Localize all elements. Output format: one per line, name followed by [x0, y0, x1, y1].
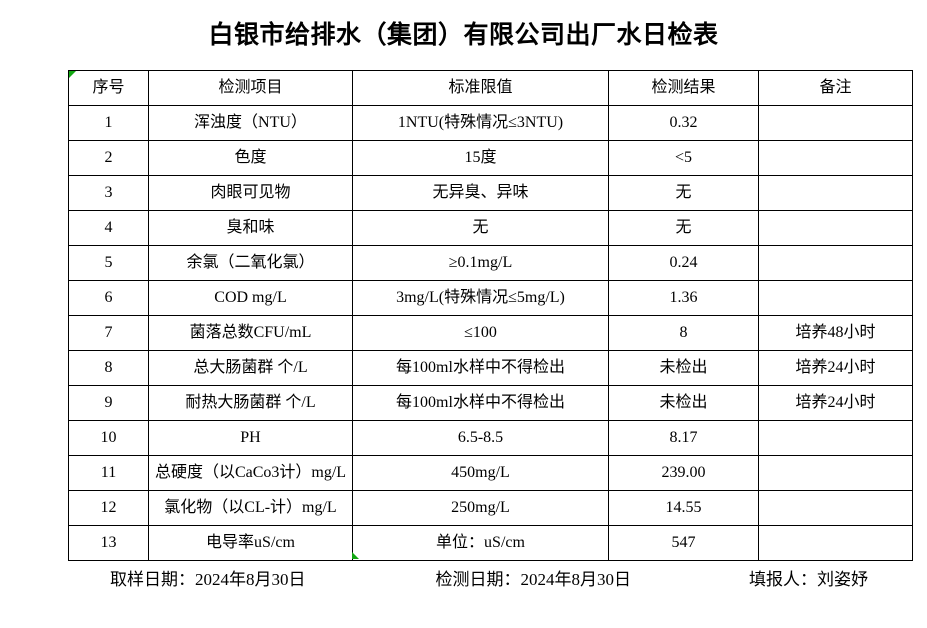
cell-result: 0.32: [608, 105, 759, 141]
cell-standard: 250mg/L: [352, 490, 609, 526]
cell-standard: 3mg/L(特殊情况≤5mg/L): [352, 280, 609, 316]
cell-item: 余氯（二氧化氯）: [148, 245, 353, 281]
cell-result: 14.55: [608, 490, 759, 526]
cell-remark: [758, 140, 913, 176]
cell-item: 浑浊度（NTU）: [148, 105, 353, 141]
cell-item: 总大肠菌群 个/L: [148, 350, 353, 386]
cell-item: 肉眼可见物: [148, 175, 353, 211]
daily-inspection-table-wrap: 序号 检测项目 标准限值 检测结果 备注 1 浑浊度（NTU） 1NTU(特殊情况≤…: [68, 70, 913, 561]
cell-no: 4: [68, 210, 149, 246]
table-row: 11 总硬度（以CaCo3计）mg/L 450mg/L 239.00: [68, 455, 913, 491]
cell-item: 氯化物（以CL-计）mg/L: [148, 490, 353, 526]
cell-no: 3: [68, 175, 149, 211]
cell-no: 1: [68, 105, 149, 141]
cell-result: 未检出: [608, 385, 759, 421]
column-header-no: 序号: [68, 70, 149, 106]
table-row: 9 耐热大肠菌群 个/L 每100ml水样中不得检出 未检出 培养24小时: [68, 385, 913, 421]
table-row: 5 余氯（二氧化氯） ≥0.1mg/L 0.24: [68, 245, 913, 281]
report-footer: 取样日期：2024年8月30日 检测日期：2024年8月30日 填报人：刘姿妤: [68, 562, 918, 592]
cell-remark: [758, 280, 913, 316]
cell-result: 未检出: [608, 350, 759, 386]
cell-standard: 1NTU(特殊情况≤3NTU): [352, 105, 609, 141]
table-row: 12 氯化物（以CL-计）mg/L 250mg/L 14.55: [68, 490, 913, 526]
table-row: 6 COD mg/L 3mg/L(特殊情况≤5mg/L) 1.36: [68, 280, 913, 316]
cell-remark: 培养48小时: [758, 315, 913, 351]
cell-result: 547: [608, 525, 759, 561]
footer-test-date: 检测日期：2024年8月30日: [435, 569, 632, 589]
cell-item: 色度: [148, 140, 353, 176]
column-header-item: 检测项目: [148, 70, 353, 106]
cell-no: 7: [68, 315, 149, 351]
cell-standard: 15度: [352, 140, 609, 176]
table-header: 序号 检测项目 标准限值 检测结果 备注: [68, 70, 913, 106]
cell-result: 0.24: [608, 245, 759, 281]
table-row: 8 总大肠菌群 个/L 每100ml水样中不得检出 未检出 培养24小时: [68, 350, 913, 386]
cell-result: 无: [608, 175, 759, 211]
table-row: 7 菌落总数CFU/mL ≤100 8 培养48小时: [68, 315, 913, 351]
cell-remark: 培养24小时: [758, 350, 913, 386]
cell-result: 8.17: [608, 420, 759, 456]
cell-no: 10: [68, 420, 149, 456]
cell-item: 菌落总数CFU/mL: [148, 315, 353, 351]
cell-standard: 每100ml水样中不得检出: [352, 350, 609, 386]
footer-reporter: 填报人：刘姿妤: [749, 569, 868, 589]
cell-remark: [758, 490, 913, 526]
cell-remark: [758, 210, 913, 246]
cell-item: 臭和味: [148, 210, 353, 246]
cell-standard: 单位：uS/cm: [352, 525, 609, 561]
table-row: 13 电导率uS/cm 单位：uS/cm 547: [68, 525, 913, 561]
table-header-row: 序号 检测项目 标准限值 检测结果 备注: [68, 70, 913, 106]
cell-remark: [758, 420, 913, 456]
cell-standard: 450mg/L: [352, 455, 609, 491]
cell-item: 总硬度（以CaCo3计）mg/L: [148, 455, 353, 491]
cell-result: 1.36: [608, 280, 759, 316]
page-title: 白银市给排水（集团）有限公司出厂水日检表: [208, 22, 719, 49]
cell-item: 耐热大肠菌群 个/L: [148, 385, 353, 421]
cell-result: 239.00: [608, 455, 759, 491]
cell-standard: 6.5-8.5: [352, 420, 609, 456]
column-header-std: 标准限值: [352, 70, 609, 106]
footer-sample-date: 取样日期：2024年8月30日: [110, 569, 306, 589]
cell-remark: [758, 175, 913, 211]
cell-remark: [758, 455, 913, 491]
cell-remark: 培养24小时: [758, 385, 913, 421]
cell-remark: [758, 105, 913, 141]
cell-no: 5: [68, 245, 149, 281]
cell-standard: 每100ml水样中不得检出: [352, 385, 609, 421]
cell-result: <5: [608, 140, 759, 176]
cell-result: 8: [608, 315, 759, 351]
cell-standard: ≤100: [352, 315, 609, 351]
table-row: 2 色度 15度 <5: [68, 140, 913, 176]
cell-no: 8: [68, 350, 149, 386]
column-header-remark: 备注: [758, 70, 913, 106]
cell-standard: ≥0.1mg/L: [352, 245, 609, 281]
cell-no: 9: [68, 385, 149, 421]
cell-remark: [758, 525, 913, 561]
cell-no: 13: [68, 525, 149, 561]
cell-item: PH: [148, 420, 353, 456]
cell-no: 6: [68, 280, 149, 316]
cell-standard: 无异臭、异味: [352, 175, 609, 211]
column-header-result: 检测结果: [608, 70, 759, 106]
cell-result: 无: [608, 210, 759, 246]
cell-item: COD mg/L: [148, 280, 353, 316]
cell-no: 2: [68, 140, 149, 176]
table-row: 3 肉眼可见物 无异臭、异味无: [68, 175, 913, 211]
daily-inspection-table: 序号 检测项目 标准限值 检测结果 备注 1 浑浊度（NTU） 1NTU(特殊情况≤…: [68, 70, 913, 561]
cell-item: 电导率uS/cm: [148, 525, 353, 561]
table-body: 1 浑浊度（NTU） 1NTU(特殊情况≤3NTU) 0.32 2 色度 15度 <5 3 肉眼可…: [68, 105, 913, 561]
cell-standard: 无: [352, 210, 609, 246]
table-row: 1 浑浊度（NTU） 1NTU(特殊情况≤3NTU) 0.32: [68, 105, 913, 141]
table-row: 4 臭和味无无: [68, 210, 913, 246]
cell-remark: [758, 245, 913, 281]
cell-no: 12: [68, 490, 149, 526]
table-row: 10 PH 6.5-8.5 8.17: [68, 420, 913, 456]
cell-no: 11: [68, 455, 149, 491]
